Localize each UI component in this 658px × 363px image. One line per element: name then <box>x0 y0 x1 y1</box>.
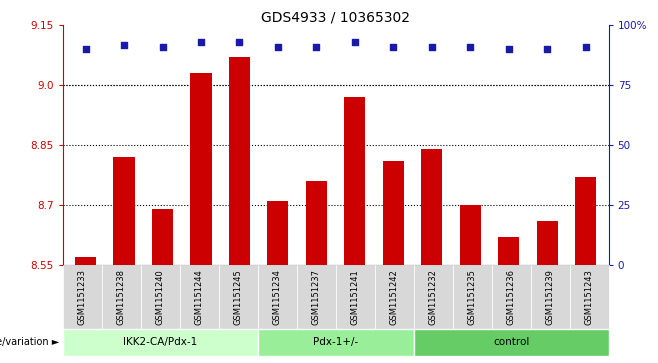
Bar <box>267 201 288 265</box>
Bar <box>152 209 173 265</box>
Bar <box>344 97 365 265</box>
Text: GSM1151234: GSM1151234 <box>272 269 282 325</box>
Text: GSM1151245: GSM1151245 <box>234 269 243 325</box>
Text: GSM1151235: GSM1151235 <box>468 269 476 325</box>
Text: genotype/variation ►: genotype/variation ► <box>0 337 59 347</box>
Bar <box>536 221 558 265</box>
Text: GSM1151240: GSM1151240 <box>155 269 164 325</box>
Point <box>157 44 168 50</box>
Bar <box>383 161 404 265</box>
Text: GSM1151237: GSM1151237 <box>312 269 320 325</box>
Bar <box>190 73 211 265</box>
Point <box>349 39 360 45</box>
Point <box>80 46 91 52</box>
Text: GSM1151243: GSM1151243 <box>585 269 594 325</box>
Text: GSM1151239: GSM1151239 <box>545 269 555 325</box>
Text: IKK2-CA/Pdx-1: IKK2-CA/Pdx-1 <box>123 337 197 347</box>
Text: GSM1151236: GSM1151236 <box>507 269 516 325</box>
Bar <box>75 257 96 265</box>
Point <box>503 46 514 52</box>
Point <box>426 44 437 50</box>
Point <box>465 44 476 50</box>
Text: GSM1151238: GSM1151238 <box>116 269 126 325</box>
Bar <box>113 157 135 265</box>
Text: GSM1151233: GSM1151233 <box>78 269 86 325</box>
Text: Pdx-1+/-: Pdx-1+/- <box>313 337 358 347</box>
Text: GSM1151232: GSM1151232 <box>428 269 438 325</box>
Point <box>195 39 206 45</box>
Bar <box>498 237 519 265</box>
Point <box>580 44 591 50</box>
Bar <box>575 177 596 265</box>
Bar <box>306 181 327 265</box>
Point <box>388 44 399 50</box>
Bar <box>460 205 481 265</box>
Point <box>311 44 322 50</box>
Text: GSM1151244: GSM1151244 <box>195 269 203 325</box>
Text: control: control <box>493 337 529 347</box>
Point <box>234 39 245 45</box>
Bar <box>229 57 250 265</box>
Point <box>119 42 130 48</box>
Point <box>542 46 552 52</box>
Text: GSM1151242: GSM1151242 <box>390 269 399 325</box>
Bar <box>421 149 442 265</box>
Text: GSM1151241: GSM1151241 <box>351 269 359 325</box>
Point <box>272 44 283 50</box>
Title: GDS4933 / 10365302: GDS4933 / 10365302 <box>261 10 410 24</box>
